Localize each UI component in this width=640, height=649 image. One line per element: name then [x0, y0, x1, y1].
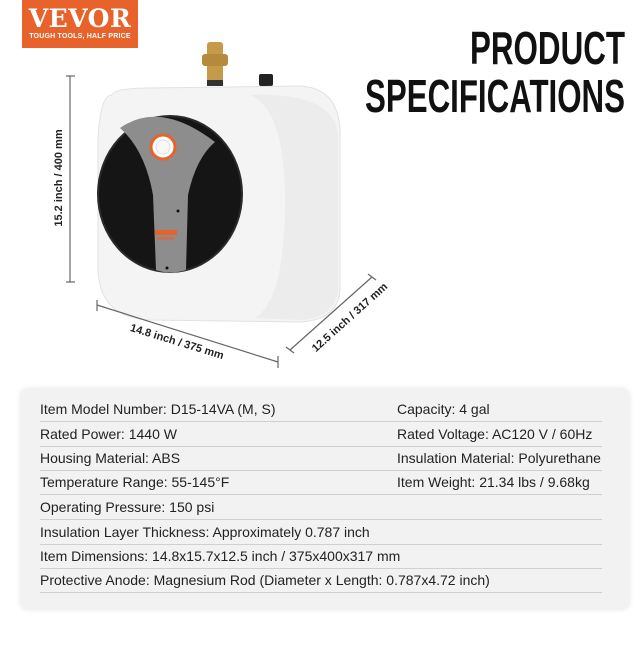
spec-row: Housing Material: ABS Insulation Material…: [40, 446, 602, 471]
water-heater-image: [97, 42, 341, 323]
spec-left: Item Model Number: D15-14VA (M, S): [40, 401, 276, 417]
spec-right: Capacity: 4 gal: [397, 401, 490, 417]
spec-left: Operating Pressure: 150 psi: [40, 499, 215, 515]
width-dimension-line: [96, 304, 279, 363]
spec-left: Housing Material: ABS: [40, 450, 181, 466]
spec-row: Item Model Number: D15-14VA (M, S) Capaci…: [40, 397, 602, 422]
spec-left: Rated Power: 1440 W: [40, 426, 177, 442]
logo-brand: VEVOR: [28, 4, 132, 33]
spec-left: Temperature Range: 55-145°F: [40, 474, 230, 490]
title-line-2: SPECIFICATIONS: [365, 70, 625, 122]
width-label: 14.8 inch / 375 mm: [129, 322, 226, 362]
spec-row: Operating Pressure: 150 psi: [40, 495, 602, 520]
spec-row: Temperature Range: 55-145°F Item Weight: …: [40, 470, 602, 495]
grey-y-panel: [120, 116, 215, 273]
product-illustration: PRODUCT SPECIFICATIONS 15.2 inch / 400 m…: [53, 22, 625, 368]
spec-left: Insulation Layer Thickness: Approximatel…: [40, 524, 370, 540]
vevor-logo: VEVOR TOUGH TOOLS, HALF PRICE: [22, 0, 138, 48]
spec-row: Item Dimensions: 14.8x15.7x12.5 inch / 3…: [40, 544, 602, 569]
spec-row: Insulation Layer Thickness: Approximatel…: [40, 520, 602, 545]
title-line-1: PRODUCT: [470, 22, 625, 74]
spec-right: Insulation Material: Polyurethane: [397, 450, 601, 466]
spec-left: Item Dimensions: 14.8x15.7x12.5 inch / 3…: [40, 548, 401, 564]
logo-tagline: TOUGH TOOLS, HALF PRICE: [29, 33, 131, 40]
power-knob-icon: [259, 74, 273, 86]
spec-left: Protective Anode: Magnesium Rod (Diamete…: [40, 572, 490, 588]
spec-table: Item Model Number: D15-14VA (M, S) Capaci…: [20, 388, 630, 610]
depth-dimension-line: [289, 276, 373, 351]
spec-row: Protective Anode: Magnesium Rod (Diamete…: [40, 568, 602, 593]
spec-right: Rated Voltage: AC120 V / 60Hz: [397, 426, 593, 442]
spec-row: Rated Power: 1440 W Rated Voltage: AC120 …: [40, 422, 602, 447]
spec-right: Item Weight: 21.34 lbs / 9.68kg: [397, 474, 590, 490]
height-label: 15.2 inch / 400 mm: [53, 129, 65, 226]
